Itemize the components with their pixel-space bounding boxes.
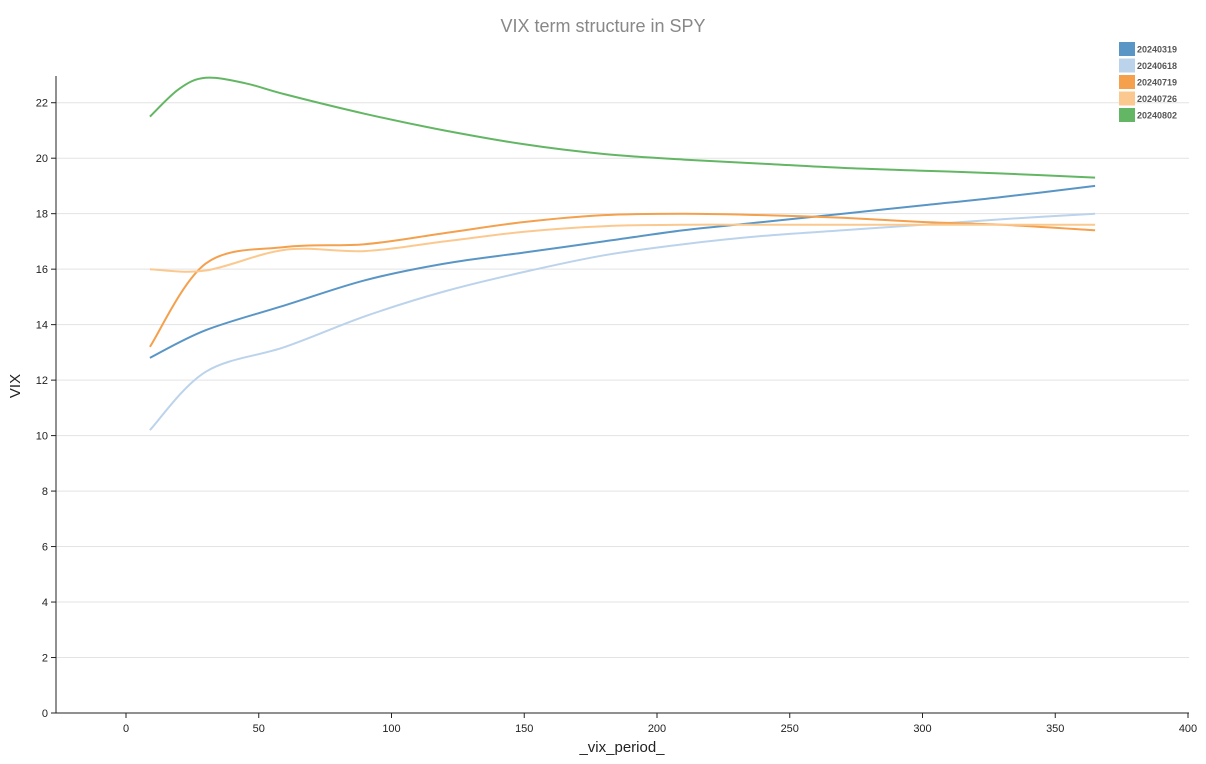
y-tick-label: 16 — [36, 264, 48, 276]
y-axis-label: VIX — [7, 374, 24, 398]
y-tick-label: 12 — [36, 375, 48, 387]
legend-item-20240319[interactable]: 20240319 — [1119, 42, 1177, 56]
series-lines — [149, 76, 1096, 431]
legend-label: 20240618 — [1137, 61, 1177, 71]
y-tick-label: 20 — [36, 153, 48, 165]
y-tick-label: 0 — [42, 708, 48, 720]
legend-label: 20240719 — [1137, 78, 1177, 88]
y-tick-label: 6 — [42, 542, 48, 554]
series-line-20240802 — [149, 76, 1096, 179]
legend-label: 20240319 — [1137, 45, 1177, 55]
x-tick-label: 150 — [515, 723, 533, 735]
legend[interactable]: 20240319 20240618 20240719 20240726 20240802 — [1119, 42, 1177, 122]
y-tick-label: 8 — [42, 486, 48, 498]
x-axis-ticks: 0 50 100 150 200 250 300 350 400 — [123, 713, 1197, 735]
y-tick-label: 14 — [36, 320, 48, 332]
legend-label: 20240726 — [1137, 94, 1177, 104]
x-tick-label: 0 — [123, 723, 129, 735]
legend-swatch — [1119, 91, 1135, 106]
legend-swatch — [1119, 42, 1135, 56]
legend-item-20240802[interactable]: 20240802 — [1119, 108, 1177, 122]
series-line-20240726 — [149, 223, 1096, 273]
chart-title: VIX term structure in SPY — [500, 16, 705, 36]
x-tick-label: 250 — [781, 723, 799, 735]
series-line-20240319 — [149, 184, 1096, 359]
legend-swatch — [1119, 58, 1135, 73]
y-tick-label: 2 — [42, 653, 48, 665]
x-tick-label: 100 — [382, 723, 400, 735]
x-tick-label: 300 — [913, 723, 931, 735]
legend-item-20240726[interactable]: 20240726 — [1119, 91, 1177, 106]
x-axis-label: _vix_period_ — [578, 739, 665, 756]
series-line-20240719 — [149, 212, 1096, 348]
x-tick-label: 350 — [1046, 723, 1064, 735]
y-axis-ticks: 0 2 4 6 8 10 12 14 16 18 20 22 — [36, 98, 56, 720]
x-tick-label: 400 — [1179, 723, 1197, 735]
legend-label: 20240802 — [1137, 111, 1177, 121]
legend-swatch — [1119, 75, 1135, 89]
y-tick-label: 22 — [36, 98, 48, 110]
legend-item-20240719[interactable]: 20240719 — [1119, 75, 1177, 89]
y-tick-label: 18 — [36, 209, 48, 221]
axes — [55, 76, 1189, 714]
legend-swatch — [1119, 108, 1135, 122]
y-tick-label: 4 — [42, 597, 48, 609]
x-tick-label: 50 — [253, 723, 265, 735]
y-tick-label: 10 — [36, 431, 48, 443]
x-tick-label: 200 — [648, 723, 666, 735]
gridlines — [56, 102, 1189, 659]
legend-item-20240618[interactable]: 20240618 — [1119, 58, 1177, 73]
